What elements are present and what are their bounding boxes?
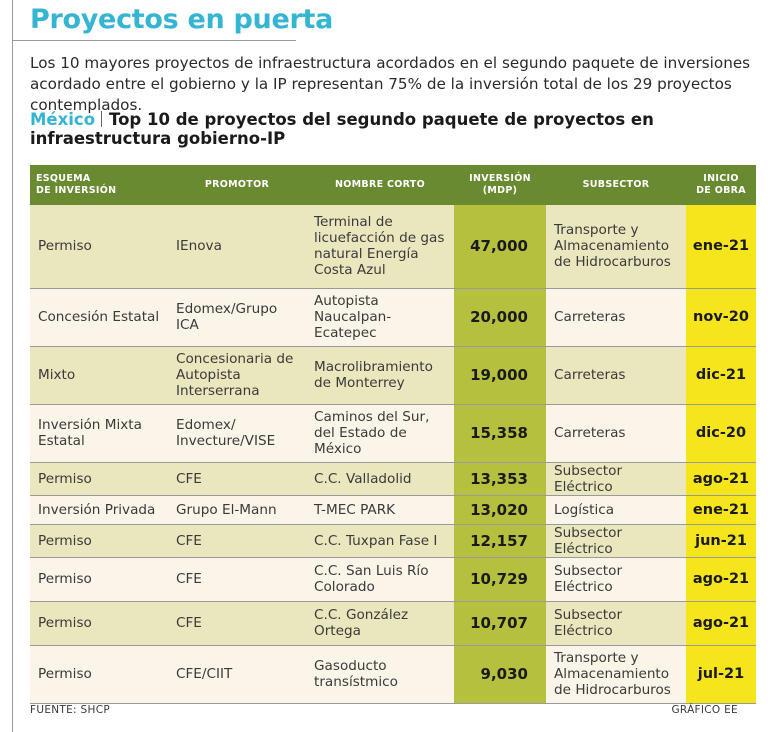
- header-nombre: NOMBRE CORTO: [306, 165, 454, 205]
- cell-inversion: 47,000: [454, 205, 546, 289]
- projects-table: ESQUEMA DE INVERSIÓN PROMOTOR NOMBRE COR…: [30, 165, 756, 704]
- header-subsector: SUBSECTOR: [546, 165, 686, 205]
- cell-inicio: jun-21: [686, 524, 756, 558]
- cell-subsector: Transporte y Almacenamiento de Hidrocarb…: [546, 645, 686, 704]
- cell-inicio: ene-21: [686, 205, 756, 289]
- cell-inicio: ago-21: [686, 462, 756, 496]
- cell-esquema: Permiso: [30, 601, 168, 646]
- table-row: Permiso CFE/CIIT Gasoducto transístmico …: [30, 645, 756, 704]
- cell-nombre: Caminos del Sur, del Estado de México: [306, 404, 454, 463]
- cell-subsector: Subsector Eléctrico: [546, 557, 686, 602]
- table-row: Permiso CFE C.C. González Ortega 10,707 …: [30, 601, 756, 646]
- table-row: Permiso CFE C.C. San Luis Río Colorado 1…: [30, 557, 756, 602]
- cell-nombre: Autopista Naucalpan-Ecatepec: [306, 288, 454, 347]
- cell-promotor: Edomex/Grupo ICA: [168, 288, 306, 347]
- subtitle-text: Top 10 de proyectos del segundo paquete …: [30, 110, 654, 148]
- cell-promotor: Grupo El-Mann: [168, 495, 306, 525]
- cell-esquema: Permiso: [30, 645, 168, 704]
- cell-nombre: C.C. San Luis Río Colorado: [306, 557, 454, 602]
- table-subtitle: México Top 10 de proyectos del segundo pa…: [30, 110, 750, 148]
- cell-inversion: 13,353: [454, 462, 546, 496]
- cell-inversion: 15,358: [454, 404, 546, 463]
- cell-subsector: Subsector Eléctrico: [546, 601, 686, 646]
- cell-inicio: jul-21: [686, 645, 756, 704]
- cell-nombre: T-MEC PARK: [306, 495, 454, 525]
- graphic-credit: GRÁFICO EE: [671, 704, 738, 716]
- cell-esquema: Permiso: [30, 205, 168, 289]
- cell-subsector: Subsector Eléctrico: [546, 462, 686, 496]
- cell-inicio: dic-20: [686, 404, 756, 463]
- cell-esquema: Inversión Mixta Estatal: [30, 404, 168, 463]
- cell-promotor: CFE: [168, 557, 306, 602]
- cell-esquema: Mixto: [30, 346, 168, 405]
- cell-inversion: 10,707: [454, 601, 546, 646]
- table-row: Permiso CFE C.C. Tuxpan Fase I 12,157 Su…: [30, 524, 756, 558]
- table-row: Concesión Estatal Edomex/Grupo ICA Autop…: [30, 288, 756, 347]
- cell-nombre: Macrolibramiento de Monterrey: [306, 346, 454, 405]
- cell-subsector: Carreteras: [546, 288, 686, 347]
- header-esquema: ESQUEMA DE INVERSIÓN: [30, 165, 168, 205]
- cell-nombre: Gasoducto transístmico: [306, 645, 454, 704]
- cell-promotor: Edomex/ Invecture/VISE: [168, 404, 306, 463]
- subtitle-country: México: [30, 110, 96, 129]
- cell-esquema: Permiso: [30, 462, 168, 496]
- table-header-row: ESQUEMA DE INVERSIÓN PROMOTOR NOMBRE COR…: [30, 165, 756, 205]
- cell-nombre: C.C. Valladolid: [306, 462, 454, 496]
- header-promotor: PROMOTOR: [168, 165, 306, 205]
- cell-promotor: CFE: [168, 462, 306, 496]
- subtitle-divider: [101, 111, 103, 127]
- cell-inversion: 20,000: [454, 288, 546, 347]
- cell-subsector: Subsector Eléctrico: [546, 524, 686, 558]
- cell-promotor: IEnova: [168, 205, 306, 289]
- title-underline: [12, 40, 296, 41]
- cell-esquema: Permiso: [30, 524, 168, 558]
- cell-nombre: Terminal de licuefacción de gas natural …: [306, 205, 454, 289]
- source-note: FUENTE: SHCP: [30, 704, 110, 716]
- cell-inversion: 9,030: [454, 645, 546, 704]
- cell-esquema: Inversión Privada: [30, 495, 168, 525]
- cell-promotor: CFE: [168, 524, 306, 558]
- cell-nombre: C.C. González Ortega: [306, 601, 454, 646]
- cell-inicio: ago-21: [686, 601, 756, 646]
- cell-subsector: Transporte y Almacenamiento de Hidrocarb…: [546, 205, 686, 289]
- cell-nombre: C.C. Tuxpan Fase I: [306, 524, 454, 558]
- table-row: Permiso IEnova Terminal de licuefacción …: [30, 205, 756, 289]
- header-inicio: INICIO DE OBRA: [686, 165, 756, 205]
- table-row: Inversión Privada Grupo El-Mann T-MEC PA…: [30, 495, 756, 525]
- cell-inicio: ene-21: [686, 495, 756, 525]
- cell-promotor: CFE/CIIT: [168, 645, 306, 704]
- table-row: Inversión Mixta Estatal Edomex/ Invectur…: [30, 404, 756, 463]
- cell-inversion: 10,729: [454, 557, 546, 602]
- cell-promotor: Concesionaria de Autopista Interserrana: [168, 346, 306, 405]
- cell-esquema: Permiso: [30, 557, 168, 602]
- cell-subsector: Logística: [546, 495, 686, 525]
- cell-inversion: 19,000: [454, 346, 546, 405]
- intro-paragraph: Los 10 mayores proyectos de infraestruct…: [30, 54, 751, 114]
- cell-inicio: ago-21: [686, 557, 756, 602]
- page-title: Proyectos en puerta: [30, 4, 334, 35]
- cell-subsector: Carreteras: [546, 404, 686, 463]
- header-inversion: INVERSIÓN (MDP): [454, 165, 546, 205]
- cell-promotor: CFE: [168, 601, 306, 646]
- cell-inicio: nov-20: [686, 288, 756, 347]
- table-row: Permiso CFE C.C. Valladolid 13,353 Subse…: [30, 462, 756, 496]
- cell-inversion: 12,157: [454, 524, 546, 558]
- cell-subsector: Carreteras: [546, 346, 686, 405]
- cell-inicio: dic-21: [686, 346, 756, 405]
- cell-inversion: 13,020: [454, 495, 546, 525]
- cell-esquema: Concesión Estatal: [30, 288, 168, 347]
- table-row: Mixto Concesionaria de Autopista Interse…: [30, 346, 756, 405]
- frame-border: [12, 0, 756, 732]
